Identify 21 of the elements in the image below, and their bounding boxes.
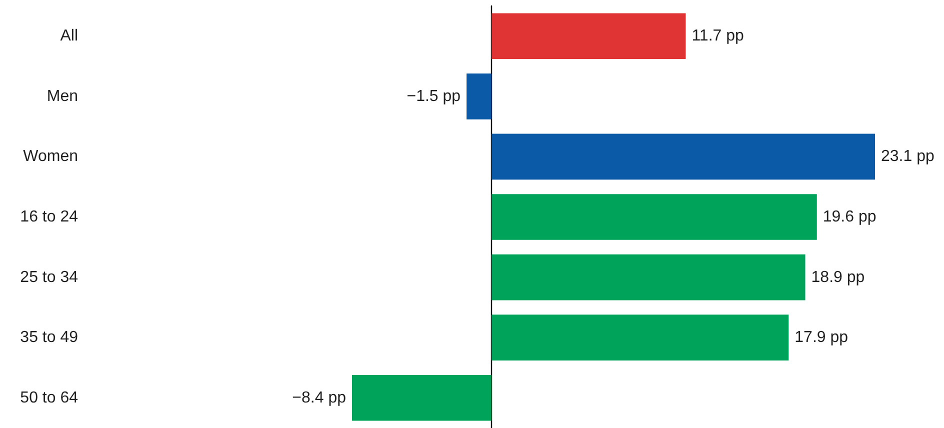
data-label: 17.9 pp xyxy=(794,329,848,346)
y-tick-label: 16 to 24 xyxy=(20,208,78,226)
bar xyxy=(491,194,817,240)
y-tick-label: 25 to 34 xyxy=(20,268,78,286)
data-label: −8.4 pp xyxy=(292,389,346,406)
y-tick-label: 35 to 49 xyxy=(20,329,78,346)
bar xyxy=(491,314,789,360)
bar xyxy=(352,374,492,421)
data-label: 19.6 pp xyxy=(822,208,876,226)
y-tick-label: All xyxy=(60,28,78,45)
bar xyxy=(491,134,875,180)
bar xyxy=(466,74,492,120)
y-tick-label: Women xyxy=(23,148,78,166)
data-label: 23.1 pp xyxy=(881,148,934,166)
data-label: 11.7 pp xyxy=(692,28,744,45)
y-tick-label: 50 to 64 xyxy=(20,389,78,406)
bar xyxy=(491,13,686,60)
data-label: −1.5 pp xyxy=(406,88,461,105)
y-tick-label: Men xyxy=(46,88,78,105)
data-label: 18.9 pp xyxy=(811,268,865,286)
bar xyxy=(491,254,806,300)
